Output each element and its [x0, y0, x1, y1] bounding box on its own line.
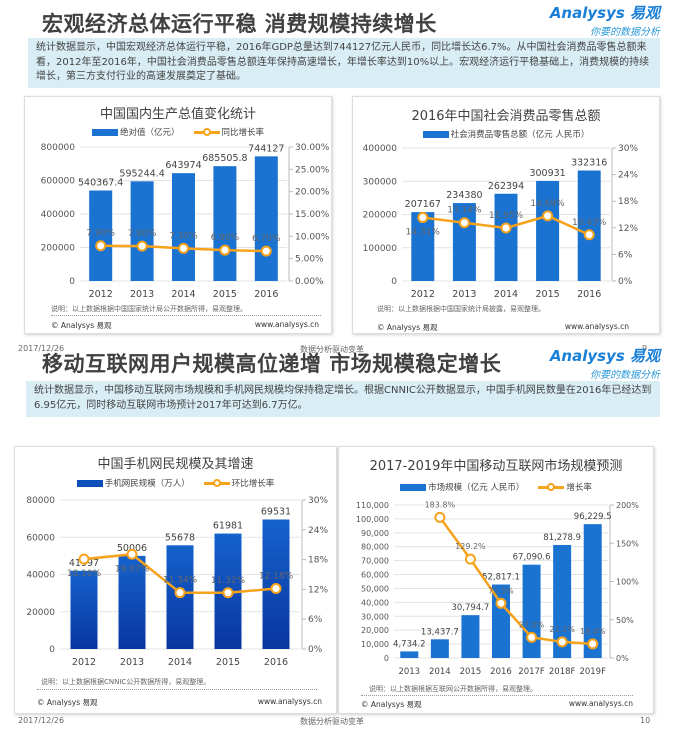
- chart-note: 说明：以上数据根据中国国家统计局披露，易观整理。: [377, 305, 545, 313]
- chart-note: 说明：以上数据根据互联网公开数据所得，易观整理。: [369, 685, 537, 693]
- analysys-logo: Analysys 易观 你要的数据分析: [540, 345, 660, 381]
- summary-box: 统计数据显示，中国宏观经济总体运行平稳，2016年GDP总量达到744127亿元…: [28, 38, 660, 88]
- chart-panel-retail: 2016年中国社会消费品零售总额 社会消费品零售总额（亿元 人民币） 说明：以上…: [352, 96, 660, 334]
- chart-panel-mobile-users: 中国手机网民规模及其增速 手机网民规模（万人） 环比增长率 说明：以上数据根据C…: [14, 446, 337, 714]
- footer-date: 2017/12/26: [18, 344, 65, 353]
- chart-note: 说明：以上数据根据中国国家统计局公开数据所得，易观整理。: [51, 305, 247, 313]
- legend-line-label: 同比增长率: [221, 128, 265, 138]
- legend-line-label: 增长率: [566, 483, 592, 493]
- chart-legend: 社会消费品零售总额（亿元 人民币）: [353, 128, 659, 140]
- legend-bar-label: 社会消费品零售总额（亿元 人民币）: [450, 130, 590, 140]
- logo-name: Analysys 易观: [549, 4, 660, 22]
- chart-title: 中国手机网民规模及其增速: [97, 457, 254, 472]
- website: www.analysys.cn: [254, 320, 319, 329]
- chart-legend: 绝对值（亿元） 同比增长率: [25, 126, 331, 138]
- copyright: © Analysys 易观: [51, 321, 112, 330]
- slide-title: 宏观经济总体运行平稳 消费规模持续增长: [42, 12, 437, 36]
- legend-bar-label: 绝对值（亿元）: [119, 128, 180, 138]
- chart-title: 2017-2019年中国移动互联网市场规模预测: [369, 459, 623, 474]
- legend-line: 环比增长率: [203, 477, 275, 489]
- legend-bar: 社会消费品零售总额（亿元 人民币）: [422, 128, 590, 140]
- divider: [51, 315, 321, 316]
- legend-line-swatch: [203, 479, 230, 487]
- chart-title: 中国国内生产总值变化统计: [99, 107, 256, 122]
- footer-center: 数据分析驱动变革: [300, 717, 364, 726]
- chart-panel-gdp: 中国国内生产总值变化统计 绝对值（亿元） 同比增长率 说明：以上数据根据中国国家…: [24, 96, 332, 334]
- chart-legend: 手机网民规模（万人） 环比增长率: [15, 477, 336, 489]
- legend-bar: 市场规模（亿元 人民币）: [400, 481, 524, 493]
- chart-legend: 市场规模（亿元 人民币） 增长率: [339, 481, 653, 493]
- chart-title: 2016年中国社会消费品零售总额: [411, 109, 601, 124]
- divider: [361, 695, 633, 696]
- footer-center: 数据分析驱动变革: [300, 345, 364, 354]
- logo-tagline: 你要的数据分析: [590, 370, 660, 381]
- divider: [37, 689, 317, 690]
- legend-bar-swatch: [91, 129, 118, 136]
- legend-bar-swatch: [76, 480, 103, 487]
- footer-page: 9: [642, 344, 648, 353]
- footer-page: 10: [640, 716, 651, 725]
- legend-line-swatch: [193, 128, 220, 136]
- copyright: © Analysys 易观: [377, 323, 438, 332]
- copyright: © Analysys 易观: [37, 698, 98, 707]
- legend-line-label: 环比增长率: [231, 479, 275, 489]
- legend-bar-swatch: [400, 484, 427, 491]
- analysys-logo: Analysys 易观 你要的数据分析: [540, 2, 660, 38]
- slide-title: 移动互联网用户规模高位递增 市场规模稳定增长: [42, 352, 502, 376]
- legend-bar: 绝对值（亿元）: [91, 126, 180, 138]
- footer-date: 2017/12/26: [18, 716, 65, 725]
- website: www.analysys.cn: [257, 697, 322, 706]
- legend-bar: 手机网民规模（万人）: [76, 477, 190, 489]
- legend-bar-label: 市场规模（亿元 人民币）: [428, 483, 525, 493]
- website: www.analysys.cn: [564, 322, 629, 331]
- logo-tagline: 你要的数据分析: [590, 27, 660, 38]
- legend-bar-label: 手机网民规模（万人）: [104, 479, 190, 489]
- legend-line-swatch: [538, 483, 565, 491]
- summary-box: 统计数据显示，中国移动互联网市场规模和手机网民规模均保持稳定增长。根据CNNIC…: [26, 381, 660, 417]
- legend-line: 增长率: [538, 481, 592, 493]
- copyright: © Analysys 易观: [361, 700, 422, 709]
- logo-name: Analysys 易观: [549, 347, 660, 365]
- website: www.analysys.cn: [568, 699, 633, 708]
- chart-note: 说明：以上数据根据CNNIC公开数据所得，易观整理。: [41, 678, 211, 686]
- legend-bar-swatch: [422, 131, 449, 138]
- chart-panel-mobile-market: 2017-2019年中国移动互联网市场规模预测 市场规模（亿元 人民币） 增长率…: [338, 446, 654, 714]
- legend-line: 同比增长率: [193, 126, 265, 138]
